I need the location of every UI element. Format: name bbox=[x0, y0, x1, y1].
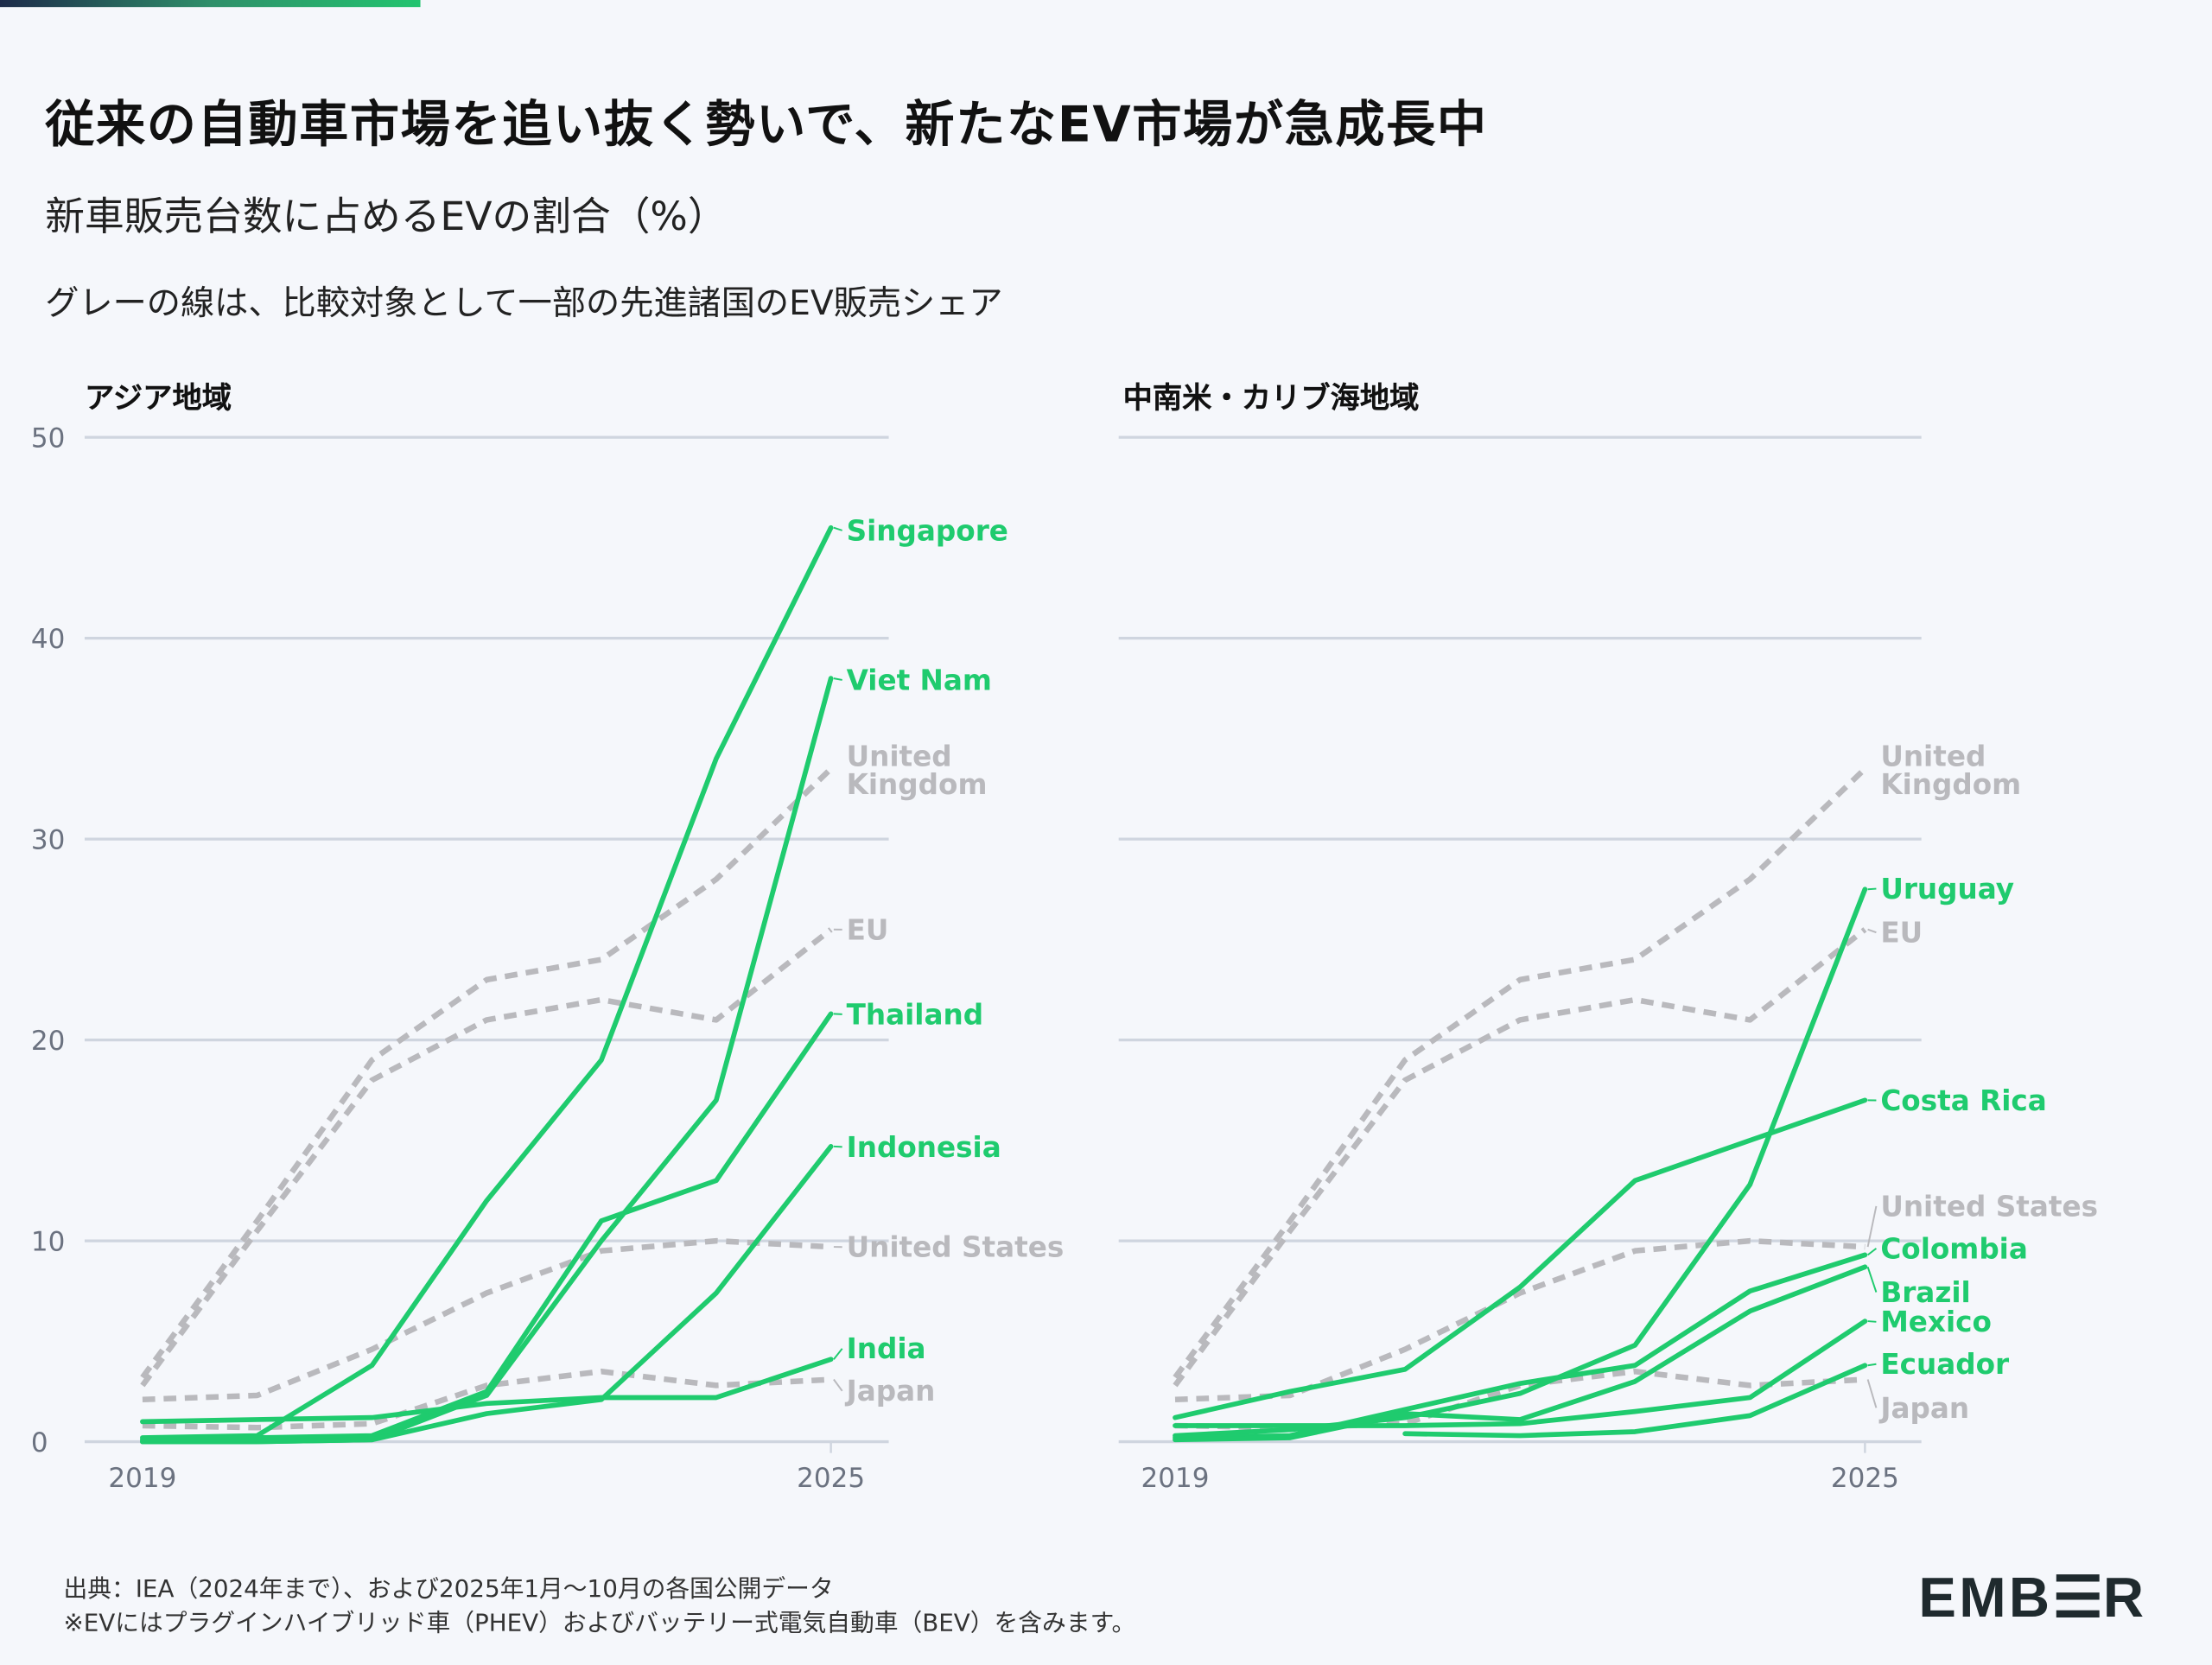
series-line-india bbox=[140, 1357, 834, 1425]
panel-title-latam: 中南米・カリブ海地域 bbox=[1122, 380, 1420, 415]
x-tick-label: 2025 bbox=[1831, 1463, 1899, 1494]
label-leader bbox=[1866, 1379, 1878, 1408]
series-label: Costa Rica bbox=[1880, 1084, 2047, 1117]
series-label: United bbox=[847, 740, 952, 773]
series-label: Kingdom bbox=[847, 768, 988, 801]
series-line-eu bbox=[1173, 927, 1867, 1388]
ember-logo: EMB☰R bbox=[1918, 1566, 2147, 1630]
series-label: Uruguay bbox=[1880, 873, 2014, 906]
series-label: United States bbox=[847, 1231, 1065, 1264]
label-leader bbox=[1867, 887, 1877, 891]
top-accent-bar bbox=[0, 0, 421, 8]
chart-subtitle: 新車販売台数に占めるEVの割合（%） bbox=[45, 193, 728, 240]
series-line-mexico bbox=[1173, 1319, 1868, 1428]
panel-title-asia: アジア地域 bbox=[84, 380, 232, 415]
series-line-indonesia bbox=[140, 1143, 834, 1445]
label-leader bbox=[1867, 1363, 1877, 1367]
series-line-ecuador bbox=[1402, 1363, 1868, 1439]
series-label: Indonesia bbox=[847, 1131, 1001, 1164]
label-leader bbox=[833, 1378, 843, 1392]
label-leader bbox=[1867, 1320, 1877, 1323]
label-leader bbox=[833, 677, 842, 681]
series-line-united-kingdom bbox=[1173, 766, 1867, 1380]
series-line-brazil bbox=[1173, 1264, 1868, 1443]
chart-note: グレーの線は、比較対象として一部の先進諸国のEV販売シェア bbox=[45, 283, 1003, 323]
remark-note: ※EVにはプラグインハイブリッド車（PHEV）およびバッテリー式電気自動車（BE… bbox=[63, 1609, 1136, 1638]
y-tick-label: 40 bbox=[31, 624, 65, 655]
series-line-japan bbox=[142, 1368, 831, 1431]
x-tick-label: 2019 bbox=[1141, 1463, 1210, 1494]
label-leader bbox=[1867, 928, 1877, 934]
series-line-united-states bbox=[1174, 1237, 1866, 1403]
y-tick-label: 20 bbox=[31, 1026, 65, 1057]
series-line-united-kingdom bbox=[140, 766, 833, 1380]
series-label: EU bbox=[847, 913, 889, 946]
series-line-uruguay bbox=[1173, 887, 1868, 1439]
series-line-viet-nam bbox=[140, 676, 834, 1445]
series-label: Ecuador bbox=[1880, 1348, 2009, 1381]
series-label: Japan bbox=[845, 1375, 936, 1408]
label-leader bbox=[1866, 1205, 1878, 1248]
series-label: Singapore bbox=[847, 514, 1008, 547]
series-line-thailand bbox=[140, 1011, 834, 1443]
series-line-eu bbox=[140, 927, 833, 1388]
series-label: Thailand bbox=[847, 998, 984, 1031]
series-line-united-states bbox=[142, 1237, 831, 1403]
label-leader bbox=[1866, 1266, 1878, 1293]
series-label: Colombia bbox=[1880, 1232, 2028, 1265]
label-leader bbox=[833, 526, 842, 531]
series-line-costa-rica bbox=[1173, 1097, 1868, 1420]
source-note: 出典：IEA（2024年まで）、および2025年1月〜10月の各国公開データ bbox=[63, 1575, 834, 1605]
series-label: Brazil bbox=[1880, 1276, 1970, 1309]
series-label: India bbox=[847, 1332, 926, 1365]
series-label: Viet Nam bbox=[847, 664, 992, 696]
chart-title: 従来の自動車市場を追い抜く勢いで、新たなEV市場が急成長中 bbox=[45, 97, 1488, 154]
label-leader bbox=[833, 1348, 843, 1360]
y-tick-label: 30 bbox=[31, 825, 65, 856]
y-tick-label: 0 bbox=[31, 1427, 48, 1458]
series-label: United bbox=[1880, 740, 1986, 773]
x-tick-label: 2019 bbox=[108, 1463, 176, 1494]
y-tick-label: 50 bbox=[31, 423, 65, 454]
y-tick-label: 10 bbox=[31, 1227, 65, 1258]
x-tick-label: 2025 bbox=[797, 1463, 865, 1494]
series-label: Kingdom bbox=[1880, 768, 2021, 801]
label-leader bbox=[1867, 1248, 1878, 1256]
series-label: Mexico bbox=[1880, 1306, 1992, 1338]
series-label: United States bbox=[1880, 1190, 2098, 1223]
series-label: Japan bbox=[1878, 1392, 1969, 1425]
series-label: EU bbox=[1880, 917, 1923, 950]
